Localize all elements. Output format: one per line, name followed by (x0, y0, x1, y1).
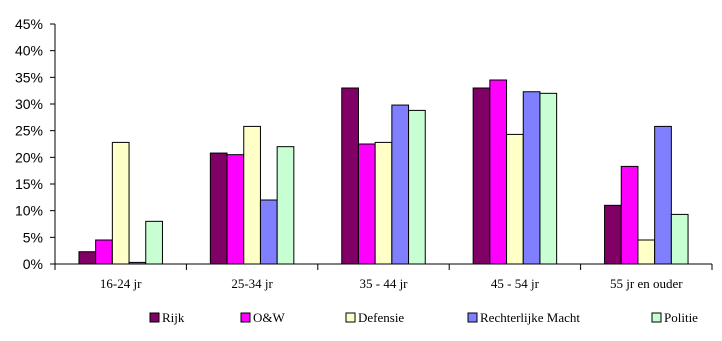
legend-label: Politie (664, 310, 698, 325)
bar-rechterlijke-macht-2 (391, 104, 410, 265)
bar-defensie-0 (111, 141, 130, 265)
x-tick-label: 55 jr en ouder (610, 276, 683, 291)
bar-rijk-2 (341, 87, 359, 265)
bars (78, 79, 689, 265)
bar-rijk-3 (472, 87, 491, 265)
bar-rijk-4 (604, 204, 622, 265)
bar-defensie-1 (243, 125, 261, 265)
bar-politie-0 (145, 220, 163, 265)
bar-rechterlijke-macht-4 (654, 125, 672, 265)
bar-defensie-3 (506, 133, 524, 265)
y-tick-label: 10% (15, 203, 43, 219)
y-tick-label: 40% (15, 43, 43, 59)
bar-rijk-1 (209, 152, 228, 265)
bar-o-w-3 (489, 79, 508, 265)
legend-swatch (467, 312, 478, 323)
y-tick-label: 20% (15, 149, 43, 165)
y-tick-label: 30% (15, 96, 43, 112)
bar-o-w-0 (95, 239, 113, 265)
legend-label: Defensie (358, 310, 404, 325)
bar-rechterlijke-macht-0 (128, 261, 147, 265)
legend-label: Rijk (162, 310, 185, 325)
y-tick-label: 0% (23, 256, 43, 272)
bar-rechterlijke-macht-3 (522, 91, 541, 265)
bar-o-w-1 (226, 154, 245, 265)
y-tick-label: 35% (15, 69, 43, 85)
bar-politie-3 (539, 92, 558, 265)
bar-o-w-4 (620, 165, 639, 265)
legend-swatch (240, 312, 251, 323)
y-axis: 0% 5% 10% 15% 20% 25% 30% 35% 40% 45% (15, 16, 56, 272)
y-tick-label: 25% (15, 123, 43, 139)
bar-rechterlijke-macht-1 (259, 199, 278, 265)
legend-swatch (149, 312, 160, 323)
legend: Rijk O&W Defensie Rechterlijke Macht Politie (149, 310, 698, 325)
bar-politie-4 (670, 213, 689, 265)
x-tick-label: 45 - 54 jr (491, 276, 540, 291)
legend-label: Rechterlijke Macht (480, 310, 580, 325)
legend-swatch (651, 312, 662, 323)
legend-swatch (345, 312, 356, 323)
y-tick-label: 15% (15, 176, 43, 192)
bar-o-w-2 (357, 143, 376, 265)
bar-politie-2 (408, 109, 426, 265)
bar-rijk-0 (78, 251, 97, 265)
x-axis: 16-24 jr 25-34 jr 35 - 44 jr 45 - 54 jr 55 j… (54, 263, 713, 291)
y-tick-label: 5% (23, 229, 43, 245)
x-tick-label: 16-24 jr (100, 276, 142, 291)
legend-label: O&W (253, 310, 286, 325)
bar-defensie-2 (374, 141, 393, 265)
bar-defensie-4 (637, 239, 656, 265)
x-tick-label: 25-34 jr (231, 276, 273, 291)
bar-politie-1 (276, 146, 295, 265)
y-tick-label: 45% (15, 16, 43, 32)
x-tick-label: 35 - 44 jr (359, 276, 408, 291)
